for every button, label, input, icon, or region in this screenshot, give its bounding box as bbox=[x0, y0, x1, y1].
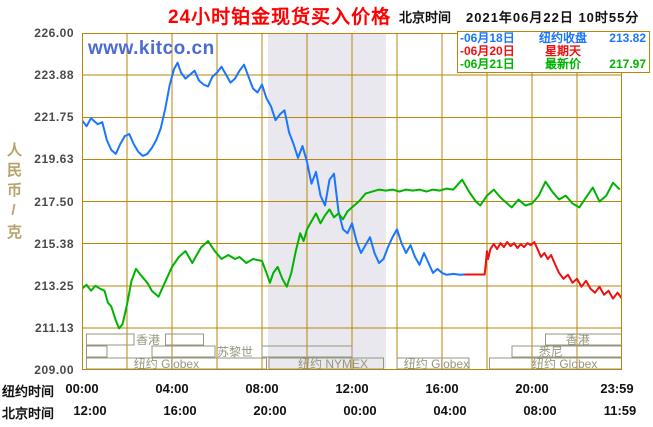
session-box bbox=[86, 333, 135, 346]
y-tick-label: 209.00 bbox=[34, 363, 74, 377]
beijing-time-label: 北京时间 bbox=[399, 10, 452, 25]
y-tick-label: 213.25 bbox=[34, 278, 74, 293]
session-label: 纽约 Globex bbox=[532, 356, 597, 370]
legend-item-0620: -06月20日 星期天 bbox=[458, 45, 649, 58]
legend-date: -06月18日 bbox=[460, 31, 515, 45]
session-box bbox=[151, 345, 216, 358]
y-tick-label: 215.38 bbox=[34, 236, 74, 251]
session-box bbox=[511, 345, 622, 358]
session-box bbox=[545, 333, 622, 346]
session-box bbox=[86, 345, 108, 358]
page-title: 24小时铂金现货买入价格 bbox=[168, 7, 392, 28]
y-tick-label: 217.50 bbox=[34, 194, 74, 209]
plot-area: 香港 香港 苏黎世 悉尼 纽约 Globex 纽约 NYMEX 纽约 Globex 纽约 Gl… bbox=[82, 33, 622, 370]
y-tick-label: 221.75 bbox=[34, 110, 74, 125]
session-box bbox=[164, 333, 204, 346]
time-tick-label: 11:59 bbox=[603, 403, 637, 418]
kitco-watermark-link[interactable]: www.kitco.cn bbox=[88, 38, 215, 59]
session-box bbox=[261, 345, 353, 358]
chart-legend: -06月18日 纽约收盘 213.82 -06月20日 星期天 -06月21日 … bbox=[457, 31, 650, 73]
y-tick-label: 226.00 bbox=[34, 26, 74, 40]
session-label: 纽约 Globex bbox=[404, 356, 469, 370]
ny-time-row-label: 纽约时间 bbox=[2, 384, 55, 399]
y-tick-label: 211.13 bbox=[34, 320, 74, 335]
plot-border bbox=[82, 33, 622, 370]
legend-item-0621: -06月21日 最新价 217.97 bbox=[458, 58, 649, 71]
legend-desc: 纽约收盘 bbox=[538, 31, 587, 45]
session-label: 香港 bbox=[566, 333, 590, 347]
session-label: 香港 bbox=[136, 333, 160, 347]
session-label: 悉尼 bbox=[539, 345, 563, 359]
time-tick-label: 12:00 bbox=[73, 403, 107, 418]
legend-date: -06月21日 bbox=[460, 57, 515, 71]
time-tick-label: 04:00 bbox=[155, 381, 189, 396]
time-tick-label: 23:59 bbox=[600, 381, 634, 396]
legend-desc: 最新价 bbox=[544, 57, 581, 71]
series-line-blue bbox=[82, 61, 465, 276]
legend-item-0618: -06月18日 纽约收盘 213.82 bbox=[458, 32, 649, 45]
session-label: 纽约 NYMEX bbox=[298, 356, 368, 370]
time-tick-label: 08:00 bbox=[523, 403, 557, 418]
series-line-red bbox=[464, 241, 622, 300]
bj-time-row-label: 北京时间 bbox=[2, 406, 55, 421]
time-tick-label: 08:00 bbox=[245, 381, 279, 396]
legend-desc: 星期天 bbox=[544, 44, 581, 58]
y-axis-title: 人民币/克 bbox=[5, 142, 22, 244]
time-tick-label: 16:00 bbox=[163, 403, 197, 418]
time-tick-label: 20:00 bbox=[515, 381, 549, 396]
time-tick-label: 00:00 bbox=[65, 381, 99, 396]
time-tick-label: 20:00 bbox=[253, 403, 287, 418]
time-tick-label: 00:00 bbox=[343, 403, 377, 418]
legend-date: -06月20日 bbox=[460, 44, 515, 58]
datetime-value: 2021年06月22日 10时55分 bbox=[466, 10, 640, 25]
y-tick-label: 219.63 bbox=[34, 152, 74, 167]
series-line-green bbox=[82, 178, 621, 330]
grid-lines bbox=[82, 33, 622, 370]
legend-value: 213.82 bbox=[609, 31, 646, 45]
time-tick-label: 12:00 bbox=[335, 381, 369, 396]
session-label: 纽约 Globex bbox=[134, 356, 199, 370]
session-label: 苏黎世 bbox=[217, 345, 253, 359]
time-tick-label: 16:00 bbox=[425, 381, 459, 396]
legend-value: 217.97 bbox=[609, 57, 646, 71]
y-tick-label: 223.88 bbox=[34, 68, 74, 83]
time-tick-label: 04:00 bbox=[433, 403, 467, 418]
